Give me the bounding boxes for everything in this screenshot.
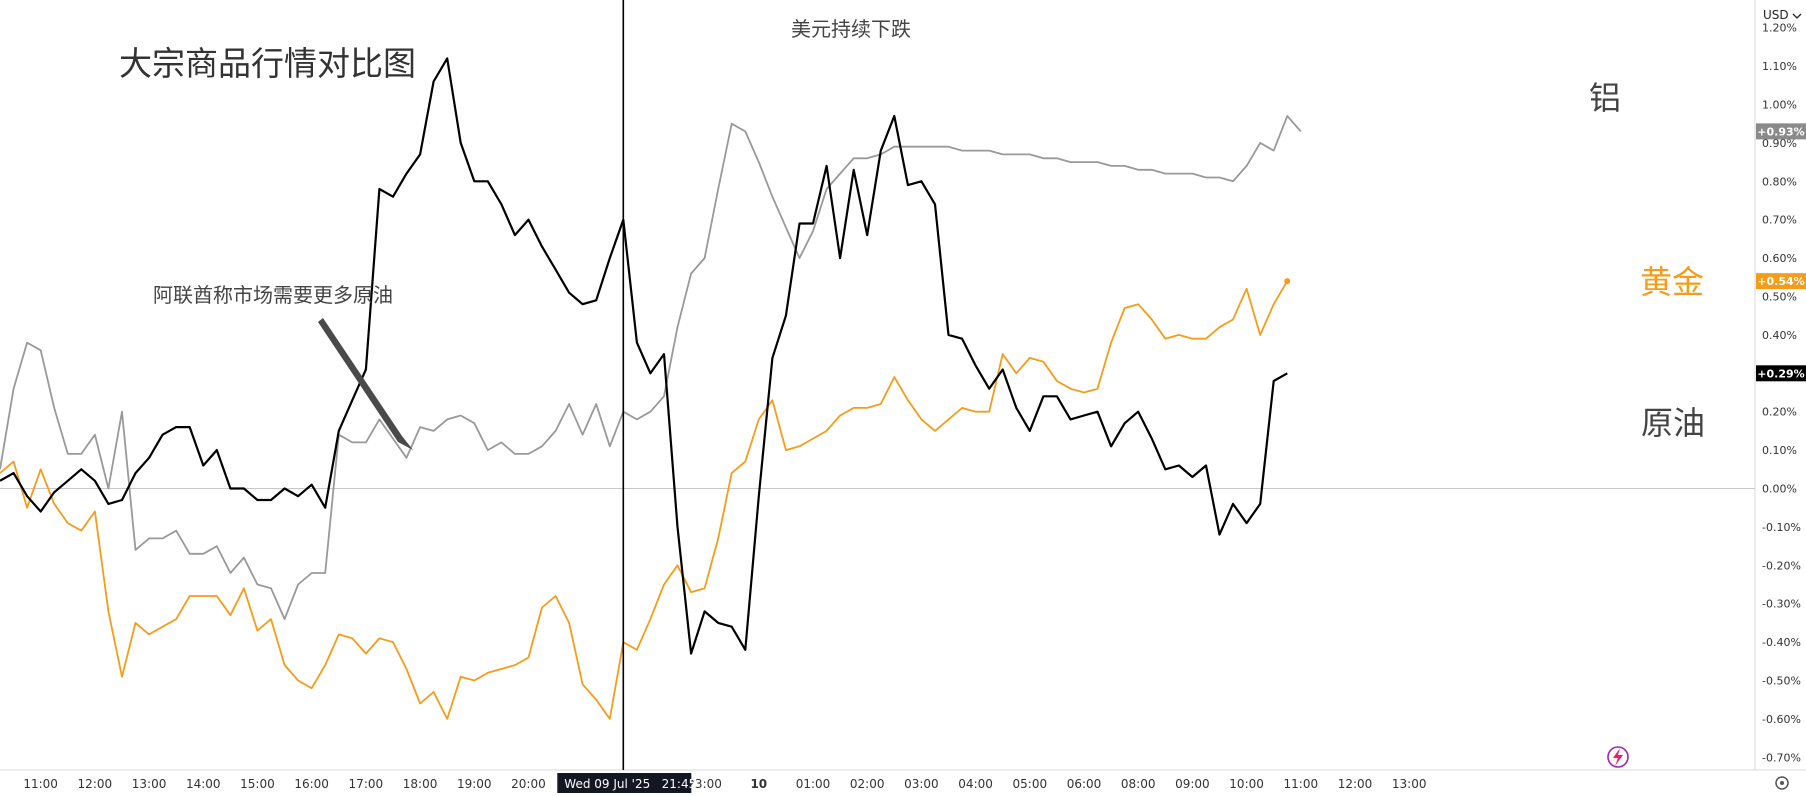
price-axis[interactable]: 1.20% 1.10% 1.00% 0.90% 0.80% 0.70% 0.60% 0.50%… — [1762, 22, 1801, 765]
price-badge-黄金 — [1756, 273, 1806, 290]
series-line-铝 — [0, 115, 1302, 620]
y-tick-label: -0.70% — [1762, 751, 1801, 764]
annotation-dollar: 美元持续下跌 — [791, 17, 911, 41]
x-tick-label: 19:00 — [457, 777, 492, 791]
time-axis[interactable]: 11:00 12:00 13:00 14:00 15:00 16:00 17:00 18:00… — [23, 777, 1426, 791]
price-badge-铝 — [1756, 123, 1806, 140]
y-tick-label: 0.80% — [1762, 175, 1797, 188]
x-tick-label: 09:00 — [1175, 777, 1210, 791]
x-tick-label: 11:00 — [23, 777, 58, 791]
x-tick-label: 18:00 — [403, 777, 438, 791]
price-badge-text-黄金: +0.54% — [1757, 275, 1804, 288]
x-tick-label: 17:00 — [349, 777, 384, 791]
x-tick-label: 12:00 — [78, 777, 113, 791]
price-badges: +0.29% +0.54% +0.93% — [1756, 123, 1806, 382]
label-aluminum: 铝 — [1589, 79, 1621, 117]
x-tick-label: 12:00 — [1338, 777, 1373, 791]
label-gold: 黄金 — [1640, 263, 1704, 301]
x-tick-label: 03:00 — [904, 777, 939, 791]
x-tick-label: 04:00 — [958, 777, 993, 791]
y-tick-label: -0.10% — [1762, 521, 1801, 534]
chart-title: 大宗商品行情对比图 — [119, 44, 416, 83]
series-line-原油 — [0, 57, 1288, 655]
currency-selector[interactable]: USD — [1763, 8, 1789, 22]
y-tick-label: 0.60% — [1762, 252, 1797, 265]
x-tick-label: 01:00 — [796, 777, 831, 791]
y-tick-label: 0.70% — [1762, 214, 1797, 227]
x-tick-label: 15:00 — [240, 777, 275, 791]
y-tick-label: -0.60% — [1762, 713, 1801, 726]
x-tick-label: 02:00 — [850, 777, 885, 791]
x-tick-label: 13:00 — [1392, 777, 1427, 791]
y-tick-label: -0.20% — [1762, 559, 1801, 572]
price-badge-text-铝: +0.93% — [1757, 125, 1804, 138]
x-tick-label: 14:00 — [186, 777, 221, 791]
cursor-time-label: Wed 09 Jul '25 21:45 — [557, 773, 696, 793]
chevron-down-icon[interactable] — [1792, 13, 1802, 19]
y-tick-label: -0.30% — [1762, 598, 1801, 611]
annotation-arrow — [318, 318, 413, 450]
x-tick-label: 13:00 — [132, 777, 167, 791]
lightning-icon[interactable] — [1607, 746, 1629, 768]
series-endpoint-黄金 — [1284, 278, 1291, 285]
x-tick-label: 20:00 — [511, 777, 546, 791]
y-tick-label: 0.40% — [1762, 329, 1797, 342]
series-line-黄金 — [0, 280, 1289, 720]
x-tick-label: 23:00 — [687, 777, 722, 791]
y-tick-label: 0.50% — [1762, 291, 1797, 304]
y-tick-label: 0.10% — [1762, 444, 1797, 457]
x-tick-label: 16:00 — [294, 777, 329, 791]
label-crude: 原油 — [1641, 404, 1705, 442]
gear-icon[interactable] — [1775, 776, 1789, 790]
y-tick-label: 0.00% — [1762, 483, 1797, 496]
y-tick-label: 1.20% — [1762, 22, 1797, 35]
x-tick-label: 08:00 — [1121, 777, 1156, 791]
price-badge-text-原油: +0.29% — [1757, 367, 1804, 380]
series-layer — [0, 57, 1302, 720]
y-tick-label: 0.20% — [1762, 406, 1797, 419]
price-badge-原油 — [1756, 365, 1806, 382]
x-tick-label: 05:00 — [1013, 777, 1048, 791]
y-tick-label: 0.90% — [1762, 137, 1797, 150]
svg-text:Wed 09 Jul '25 21:45: Wed 09 Jul '25 21:45 — [564, 777, 696, 791]
x-tick-label: 11:00 — [1284, 777, 1319, 791]
y-tick-label: 1.10% — [1762, 60, 1797, 73]
x-tick-label: 10:00 — [1229, 777, 1264, 791]
y-tick-label: -0.40% — [1762, 636, 1801, 649]
x-tick-label: 06:00 — [1067, 777, 1102, 791]
y-tick-label: 1.00% — [1762, 99, 1797, 112]
x-tick-label: 10 — [750, 777, 767, 791]
annotation-uae: 阿联酋称市场需要更多原油 — [153, 283, 393, 307]
y-tick-label: -0.50% — [1762, 675, 1801, 688]
